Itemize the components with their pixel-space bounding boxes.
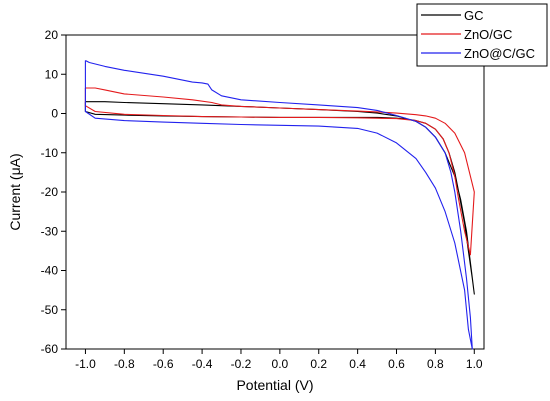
legend-label: ZnO/GC	[464, 27, 512, 42]
series-line-1	[84, 101, 475, 295]
legend: GC ZnO/GC ZnO@C/GC	[416, 3, 548, 67]
series-line-3	[84, 60, 473, 350]
x-axis-title: Potential (V)	[236, 377, 313, 393]
x-tick-label: -0.6	[153, 357, 174, 371]
plot-area	[84, 60, 475, 350]
y-tick-label: -20	[41, 185, 59, 199]
legend-label: ZnO@C/GC	[464, 46, 535, 61]
y-tick-label: 20	[45, 28, 59, 42]
y-axis-title: Current (μA)	[7, 153, 23, 230]
series-line-2	[84, 87, 475, 256]
axes: -1.0 -0.8 -0.6 -0.4 -0.2 0.0 0.2 0.4 0.6 0.8 1.0 -6…	[41, 28, 483, 371]
x-tick-label: 1.0	[466, 357, 483, 371]
x-tick-label: -1.0	[75, 357, 96, 371]
y-tick-label: -10	[41, 146, 59, 160]
legend-box	[416, 3, 548, 67]
x-tick-label: 0.6	[388, 357, 405, 371]
x-tick-label: -0.4	[192, 357, 213, 371]
x-tick-label: -0.8	[114, 357, 135, 371]
y-tick-label: -50	[41, 303, 59, 317]
y-tick-label: 10	[45, 67, 59, 81]
y-tick-label: 0	[51, 107, 58, 121]
x-tick-label: 0.4	[349, 357, 366, 371]
y-tick-label: -30	[41, 224, 59, 238]
plot-frame	[65, 34, 485, 350]
legend-label: GC	[464, 8, 484, 23]
y-tick-label: -40	[41, 264, 59, 278]
x-tick-label: 0.2	[310, 357, 327, 371]
y-tick-label: -60	[41, 342, 59, 356]
x-tick-label: 0.0	[272, 357, 289, 371]
x-tick-label: 0.8	[427, 357, 444, 371]
x-tick-label: -0.2	[231, 357, 252, 371]
